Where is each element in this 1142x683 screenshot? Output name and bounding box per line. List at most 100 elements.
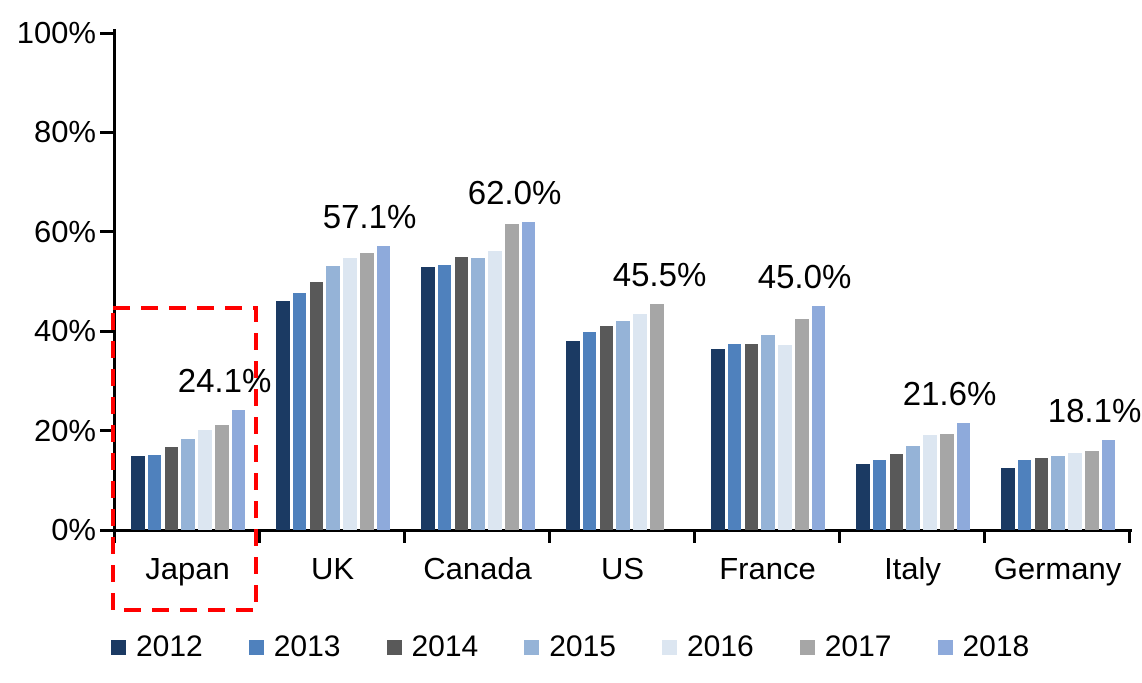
legend-item-2017: 2017 [799, 629, 892, 665]
y-tick-label: 40% [33, 313, 96, 349]
bar-uk-2016 [343, 258, 357, 530]
legend-swatch-2014 [386, 639, 402, 655]
legend-swatch-2017 [799, 639, 815, 655]
bar-us-2013 [582, 332, 597, 530]
bar-canada-2018 [521, 221, 536, 530]
bar-us-2017 [650, 303, 664, 530]
legend-label-2017: 2017 [824, 630, 892, 663]
legend-label-2012: 2012 [136, 630, 203, 663]
legend-label-2015: 2015 [549, 630, 616, 663]
bar-japan-2012 [131, 455, 145, 530]
x-tick [258, 531, 261, 543]
bar-italy-2012 [856, 464, 870, 530]
y-tick [100, 230, 113, 234]
x-tick [693, 531, 696, 543]
legend-swatch-2013 [248, 639, 264, 655]
bar-japan-2016 [198, 429, 212, 530]
bar-italy-2017 [940, 434, 954, 530]
legend-item-2018: 2018 [937, 629, 1030, 665]
bar-uk-2018 [376, 246, 391, 530]
category-label-france: France [719, 551, 816, 586]
bar-italy-2018 [956, 422, 971, 530]
bar-france-2015 [761, 335, 775, 530]
value-label-us: 45.5% [612, 255, 707, 293]
bar-us-2015 [616, 321, 630, 530]
bar-italy-2014 [889, 454, 904, 530]
legend-item-2016: 2016 [662, 629, 754, 665]
bar-france-2013 [727, 343, 742, 530]
legend-label-2018: 2018 [962, 630, 1030, 663]
bar-japan-2018 [231, 410, 246, 530]
y-tick-label: 100% [16, 15, 96, 50]
bar-uk-2017 [360, 252, 374, 530]
y-tick-label: 20% [33, 412, 96, 448]
bar-uk-2014 [309, 281, 324, 530]
legend-item-2013: 2013 [248, 629, 341, 665]
bar-germany-2016 [1068, 453, 1082, 530]
x-tick [403, 531, 406, 543]
bar-us-2016 [633, 313, 647, 530]
bar-canada-2017 [505, 223, 519, 530]
category-label-italy: Italy [884, 551, 941, 586]
legend-item-2012: 2012 [111, 629, 203, 665]
bar-uk-2012 [276, 300, 290, 530]
legend-item-2015: 2015 [524, 629, 616, 665]
y-tick [100, 31, 113, 35]
legend-label-2013: 2013 [273, 630, 341, 663]
value-label-italy: 21.6% [902, 374, 997, 412]
value-label-uk: 57.1% [322, 198, 417, 236]
legend-label-2014: 2014 [411, 630, 479, 663]
bar-japan-2014 [164, 446, 179, 530]
y-tick-label: 80% [33, 114, 96, 150]
value-label-japan: 24.1% [177, 362, 272, 400]
y-tick-label: 0% [51, 512, 96, 547]
bar-canada-2012 [421, 266, 435, 530]
value-label-germany: 18.1% [1047, 392, 1142, 430]
legend-swatch-2012 [111, 639, 126, 655]
legend-item-2014: 2014 [386, 629, 479, 665]
bar-germany-2017 [1085, 451, 1099, 530]
bar-italy-2016 [923, 435, 937, 530]
category-label-canada: Canada [423, 551, 532, 586]
category-label-germany: Germany [993, 551, 1122, 586]
bar-germany-2014 [1034, 458, 1049, 530]
x-tick [838, 531, 841, 543]
x-tick [548, 531, 551, 543]
bar-japan-2015 [181, 439, 195, 530]
bar-germany-2013 [1017, 459, 1032, 530]
x-axis-line [113, 529, 1132, 532]
y-tick-label: 60% [33, 213, 96, 249]
x-tick [983, 531, 986, 543]
y-tick [100, 429, 113, 433]
bar-france-2012 [711, 348, 725, 530]
legend-swatch-2015 [524, 639, 540, 655]
bar-canada-2013 [437, 264, 452, 530]
bar-canada-2015 [471, 257, 485, 530]
bar-france-2017 [795, 319, 809, 530]
category-label-uk: UK [310, 551, 355, 586]
bar-france-2016 [778, 344, 792, 530]
bar-japan-2017 [215, 424, 229, 530]
bar-germany-2012 [1001, 467, 1015, 530]
bar-germany-2018 [1101, 440, 1116, 530]
bar-france-2014 [744, 343, 759, 530]
bar-canada-2016 [488, 250, 502, 530]
y-tick [100, 130, 113, 134]
bar-italy-2013 [872, 459, 887, 530]
value-label-canada: 62.0% [467, 173, 562, 211]
y-tick [100, 329, 113, 333]
y-tick [100, 528, 113, 532]
bar-france-2018 [811, 306, 826, 530]
legend: 2012 2013 2014 2015 2016 2017 2018 [111, 629, 1029, 665]
category-label-japan: Japan [145, 551, 230, 586]
category-label-us: US [600, 551, 645, 586]
bar-uk-2015 [326, 265, 340, 530]
y-axis-line [113, 29, 116, 532]
bar-uk-2013 [292, 293, 307, 530]
legend-swatch-2016 [662, 639, 677, 655]
x-tick [113, 531, 116, 543]
bar-germany-2015 [1051, 456, 1065, 530]
legend-label-2016: 2016 [687, 630, 754, 663]
bar-us-2014 [599, 326, 614, 530]
